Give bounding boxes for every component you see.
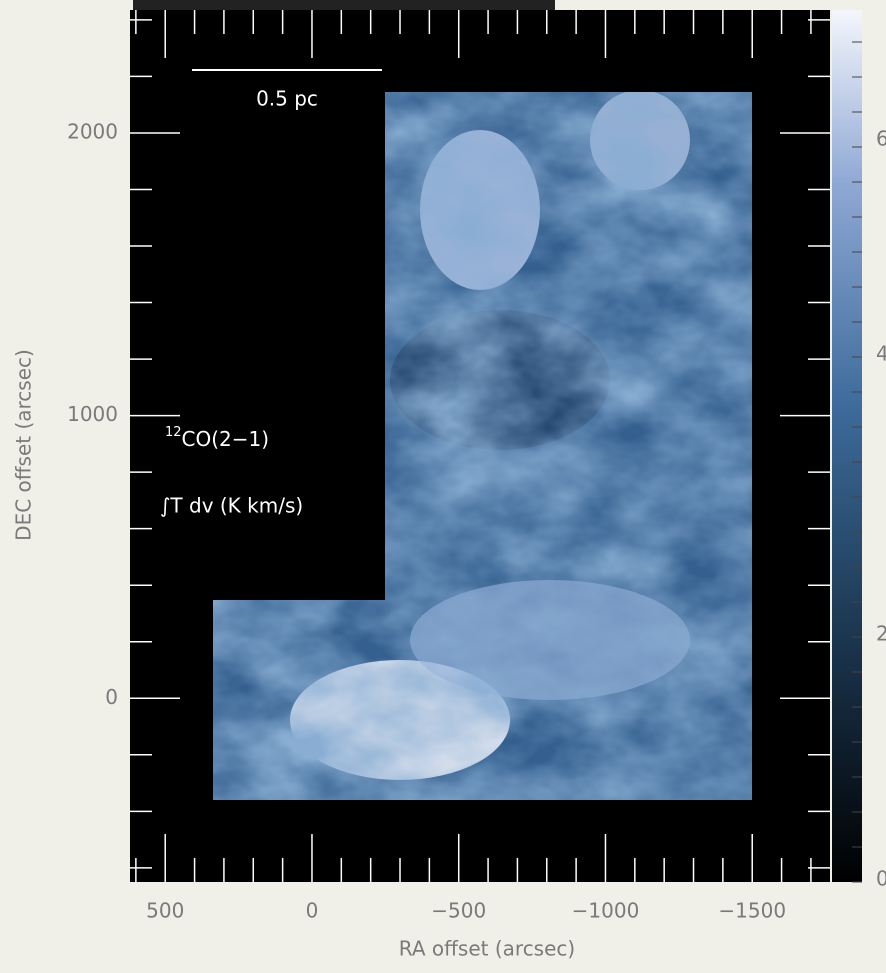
x-axis-label: RA offset (arcsec) <box>399 937 575 961</box>
y-tick-label: 2000 <box>67 119 118 143</box>
y-axis-label: DEC offset (arcsec) <box>12 349 36 541</box>
cropped-strip <box>133 0 555 10</box>
page: {"chart_data": {"type": "image", "x_labe… <box>0 0 886 969</box>
x-tick-label: 0 <box>306 899 319 923</box>
colorbar-tick-label: 4 <box>876 342 886 366</box>
y-tick-label: 0 <box>105 685 118 709</box>
y-tick-label: 1000 <box>67 402 118 426</box>
x-tick-label: −1500 <box>718 899 786 923</box>
line-sup: 12 <box>165 425 182 440</box>
colorbar-tick-label: 0 <box>876 867 886 891</box>
unit-label: ∫T dv (K km/s) <box>160 494 303 518</box>
x-tick-label: −1000 <box>572 899 640 923</box>
x-tick-label: −500 <box>431 899 486 923</box>
line-label: 12CO(2−1) <box>165 425 269 451</box>
scale-bar-label: 0.5 pc <box>256 87 318 111</box>
line-name: CO(2−1) <box>182 427 270 451</box>
colorbar-tick-label: 6 <box>876 127 886 151</box>
x-tick-label: 500 <box>146 899 184 923</box>
colorbar <box>832 10 862 882</box>
chart: 0.5 pc 12CO(2−1) ∫T dv (K km/s) RA offse… <box>0 0 886 969</box>
colorbar-tick-label: 2 <box>876 622 886 646</box>
